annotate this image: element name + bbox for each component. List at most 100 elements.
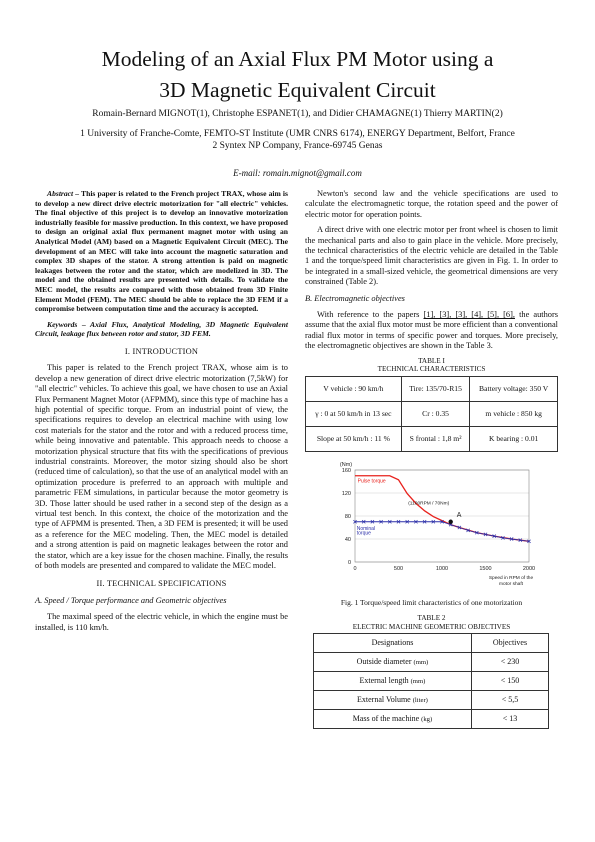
abstract: Abstract – This paper is related to the … — [35, 189, 288, 314]
table-cell: m vehicle : 850 kg — [469, 400, 558, 427]
authors: Romain-Bernard MIGNOT(1), Christophe ESP… — [92, 109, 503, 119]
data-point — [422, 519, 427, 524]
data-point — [405, 519, 410, 524]
figure1-caption: Fig. 1 Torque/speed limit characteristic… — [340, 597, 523, 607]
data-point — [483, 532, 488, 537]
subsection-heading-speed-torque: A. Speed / Torque performance and Geomet… — [35, 595, 227, 605]
table-cell: Battery voltage: 350 V — [469, 375, 558, 402]
table-cell: < 13 — [470, 709, 550, 730]
data-point — [501, 535, 505, 540]
section-heading-introduction: I. INTRODUCTION — [124, 346, 199, 356]
data-point — [509, 537, 514, 541]
annotation-point-label: A — [457, 512, 462, 519]
electromagnetic-text-b: the authors assume that the axial flux m… — [305, 310, 559, 351]
table1-caption: TABLE I TECHNICAL CHARACTERISTICS — [305, 357, 558, 374]
column-header-objectives: Objectives — [470, 633, 550, 654]
y-tick-label: 80 — [345, 514, 351, 520]
electromagnetic-paragraph: With reference to the papers [1], [3], [… — [305, 310, 558, 352]
table-cell: V vehicle : 90 km/h — [305, 375, 402, 402]
data-point — [370, 519, 375, 524]
series-line — [355, 474, 530, 542]
data-point — [431, 519, 436, 524]
table2-number: TABLE 2 — [417, 614, 446, 623]
table-cell: External length (mm) — [313, 671, 472, 692]
operating-point-marker — [448, 519, 453, 524]
table-cell: < 230 — [470, 652, 550, 673]
x-axis-label: motor shaft — [499, 581, 524, 587]
data-point — [396, 519, 401, 524]
table2-caption: TABLE 2 ELECTRIC MACHINE GEOMETRIC OBJEC… — [305, 614, 558, 631]
y-tick-label: 0 — [348, 560, 351, 566]
affiliation-2: 2 Syntex NP Company, France-69745 Genas — [212, 141, 383, 151]
data-point — [361, 519, 366, 524]
table2-title: ELECTRIC MACHINE GEOMETRIC OBJECTIVES — [352, 622, 511, 631]
electromagnetic-text-a: With reference to the papers — [317, 310, 424, 320]
data-point — [353, 519, 357, 524]
table-row: Outside diameter (mm) < 230 — [313, 652, 550, 673]
reference-links[interactable]: [1], [3], [3], [4], [5], [6], — [423, 310, 516, 320]
technical-characteristics-table: V vehicle : 90 km/h Tire: 135/70-R15 Bat… — [305, 375, 558, 452]
data-point — [387, 519, 392, 524]
series-label-nominal: torque — [357, 530, 371, 536]
data-point — [527, 539, 531, 544]
annotation-label: (1100RPM / 70Nm) — [408, 500, 449, 506]
data-point — [474, 530, 479, 535]
designation: External length — [359, 675, 409, 685]
intro-paragraph: This paper is related to the French proj… — [35, 363, 288, 571]
data-point — [518, 538, 523, 542]
table-cell: External Volume (liter) — [313, 690, 472, 711]
affiliations: 1 University of Franche-Comte, FEMTO-ST … — [0, 128, 595, 152]
data-point — [440, 519, 444, 524]
table-row: Mass of the machine (kg) < 13 — [313, 709, 550, 730]
table-row: V vehicle : 90 km/h Tire: 135/70-R15 Bat… — [305, 375, 558, 402]
unit: (mm) — [413, 658, 429, 666]
plot-frame — [354, 469, 530, 563]
table-cell: Slope at 50 km/h : 11 % — [305, 425, 402, 452]
newton-paragraph: Newton's second law and the vehicle spec… — [305, 189, 558, 219]
x-axis-label: Speed in RPM of the — [489, 575, 534, 581]
table-cell: S frontal : 1,8 m² — [400, 425, 471, 452]
abstract-lead: Abstract – — [47, 189, 80, 198]
title-line-2: 3D Magnetic Equivalent Circuit — [159, 78, 436, 102]
x-tick-label: 500 — [394, 566, 403, 572]
y-tick-label: 120 — [342, 491, 351, 497]
table-row: External Volume (liter) < 5,5 — [313, 690, 550, 711]
speed-paragraph: The maximal speed of the electric vehicl… — [35, 612, 288, 632]
affiliation-1: 1 University of Franche-Comte, FEMTO-ST … — [80, 129, 515, 139]
y-axis-label: (Nm) — [340, 462, 352, 468]
table-cell: < 5,5 — [470, 690, 550, 711]
column-header-designations: Designations — [313, 633, 472, 654]
paper-title: Modeling of an Axial Flux PM Motor using… — [0, 44, 595, 106]
table-header-row: Designations Objectives — [313, 633, 550, 654]
x-tick-label: 2000 — [523, 566, 535, 572]
table-cell: Outside diameter (mm) — [313, 652, 472, 673]
unit: (mm) — [410, 677, 426, 685]
table-cell: Tire: 135/70-R15 — [400, 375, 471, 402]
keywords: Keywords – Axial Flux, Analytical Modeli… — [35, 319, 288, 339]
chart-svg: 0 40 80 120 160 0 500 1000 1500 2000 (Nm) Speed in … — [340, 462, 535, 587]
table-cell: Cr : 0.35 — [400, 400, 471, 427]
table1-number: TABLE I — [418, 356, 445, 365]
data-point — [492, 534, 497, 538]
data-point — [379, 519, 383, 524]
table1-title: TECHNICAL CHARACTERISTICS — [377, 365, 486, 374]
unit: (liter) — [412, 696, 428, 704]
designation: Mass of the machine — [352, 713, 420, 723]
data-point — [414, 519, 418, 524]
designation: Outside diameter — [356, 656, 412, 666]
left-column: Abstract – This paper is related to the … — [35, 189, 288, 638]
data-point — [457, 525, 462, 530]
x-tick-label: 0 — [353, 566, 356, 572]
x-tick-label: 1000 — [436, 566, 448, 572]
y-tick-label: 40 — [345, 537, 351, 543]
abstract-body: This paper is related to the French proj… — [35, 189, 288, 314]
series-label-pulse: Pulse torque — [358, 479, 386, 485]
designation: External Volume — [357, 694, 411, 704]
author-email: E-mail: romain.mignot@gmail.com — [233, 168, 362, 178]
subsection-heading-electromagnetic: B. Electromagnetic objectives — [305, 293, 405, 303]
table-row: γ : 0 at 50 km/h in 13 sec Cr : 0.35 m v… — [305, 400, 558, 427]
direct-drive-paragraph: A direct drive with one electric motor p… — [305, 225, 558, 287]
section-heading-technical-specifications: II. TECHNICAL SPECIFICATIONS — [96, 579, 227, 589]
title-line-1: Modeling of an Axial Flux PM Motor using… — [101, 47, 494, 71]
geometric-objectives-table: Designations Objectives Outside diameter… — [313, 633, 550, 730]
